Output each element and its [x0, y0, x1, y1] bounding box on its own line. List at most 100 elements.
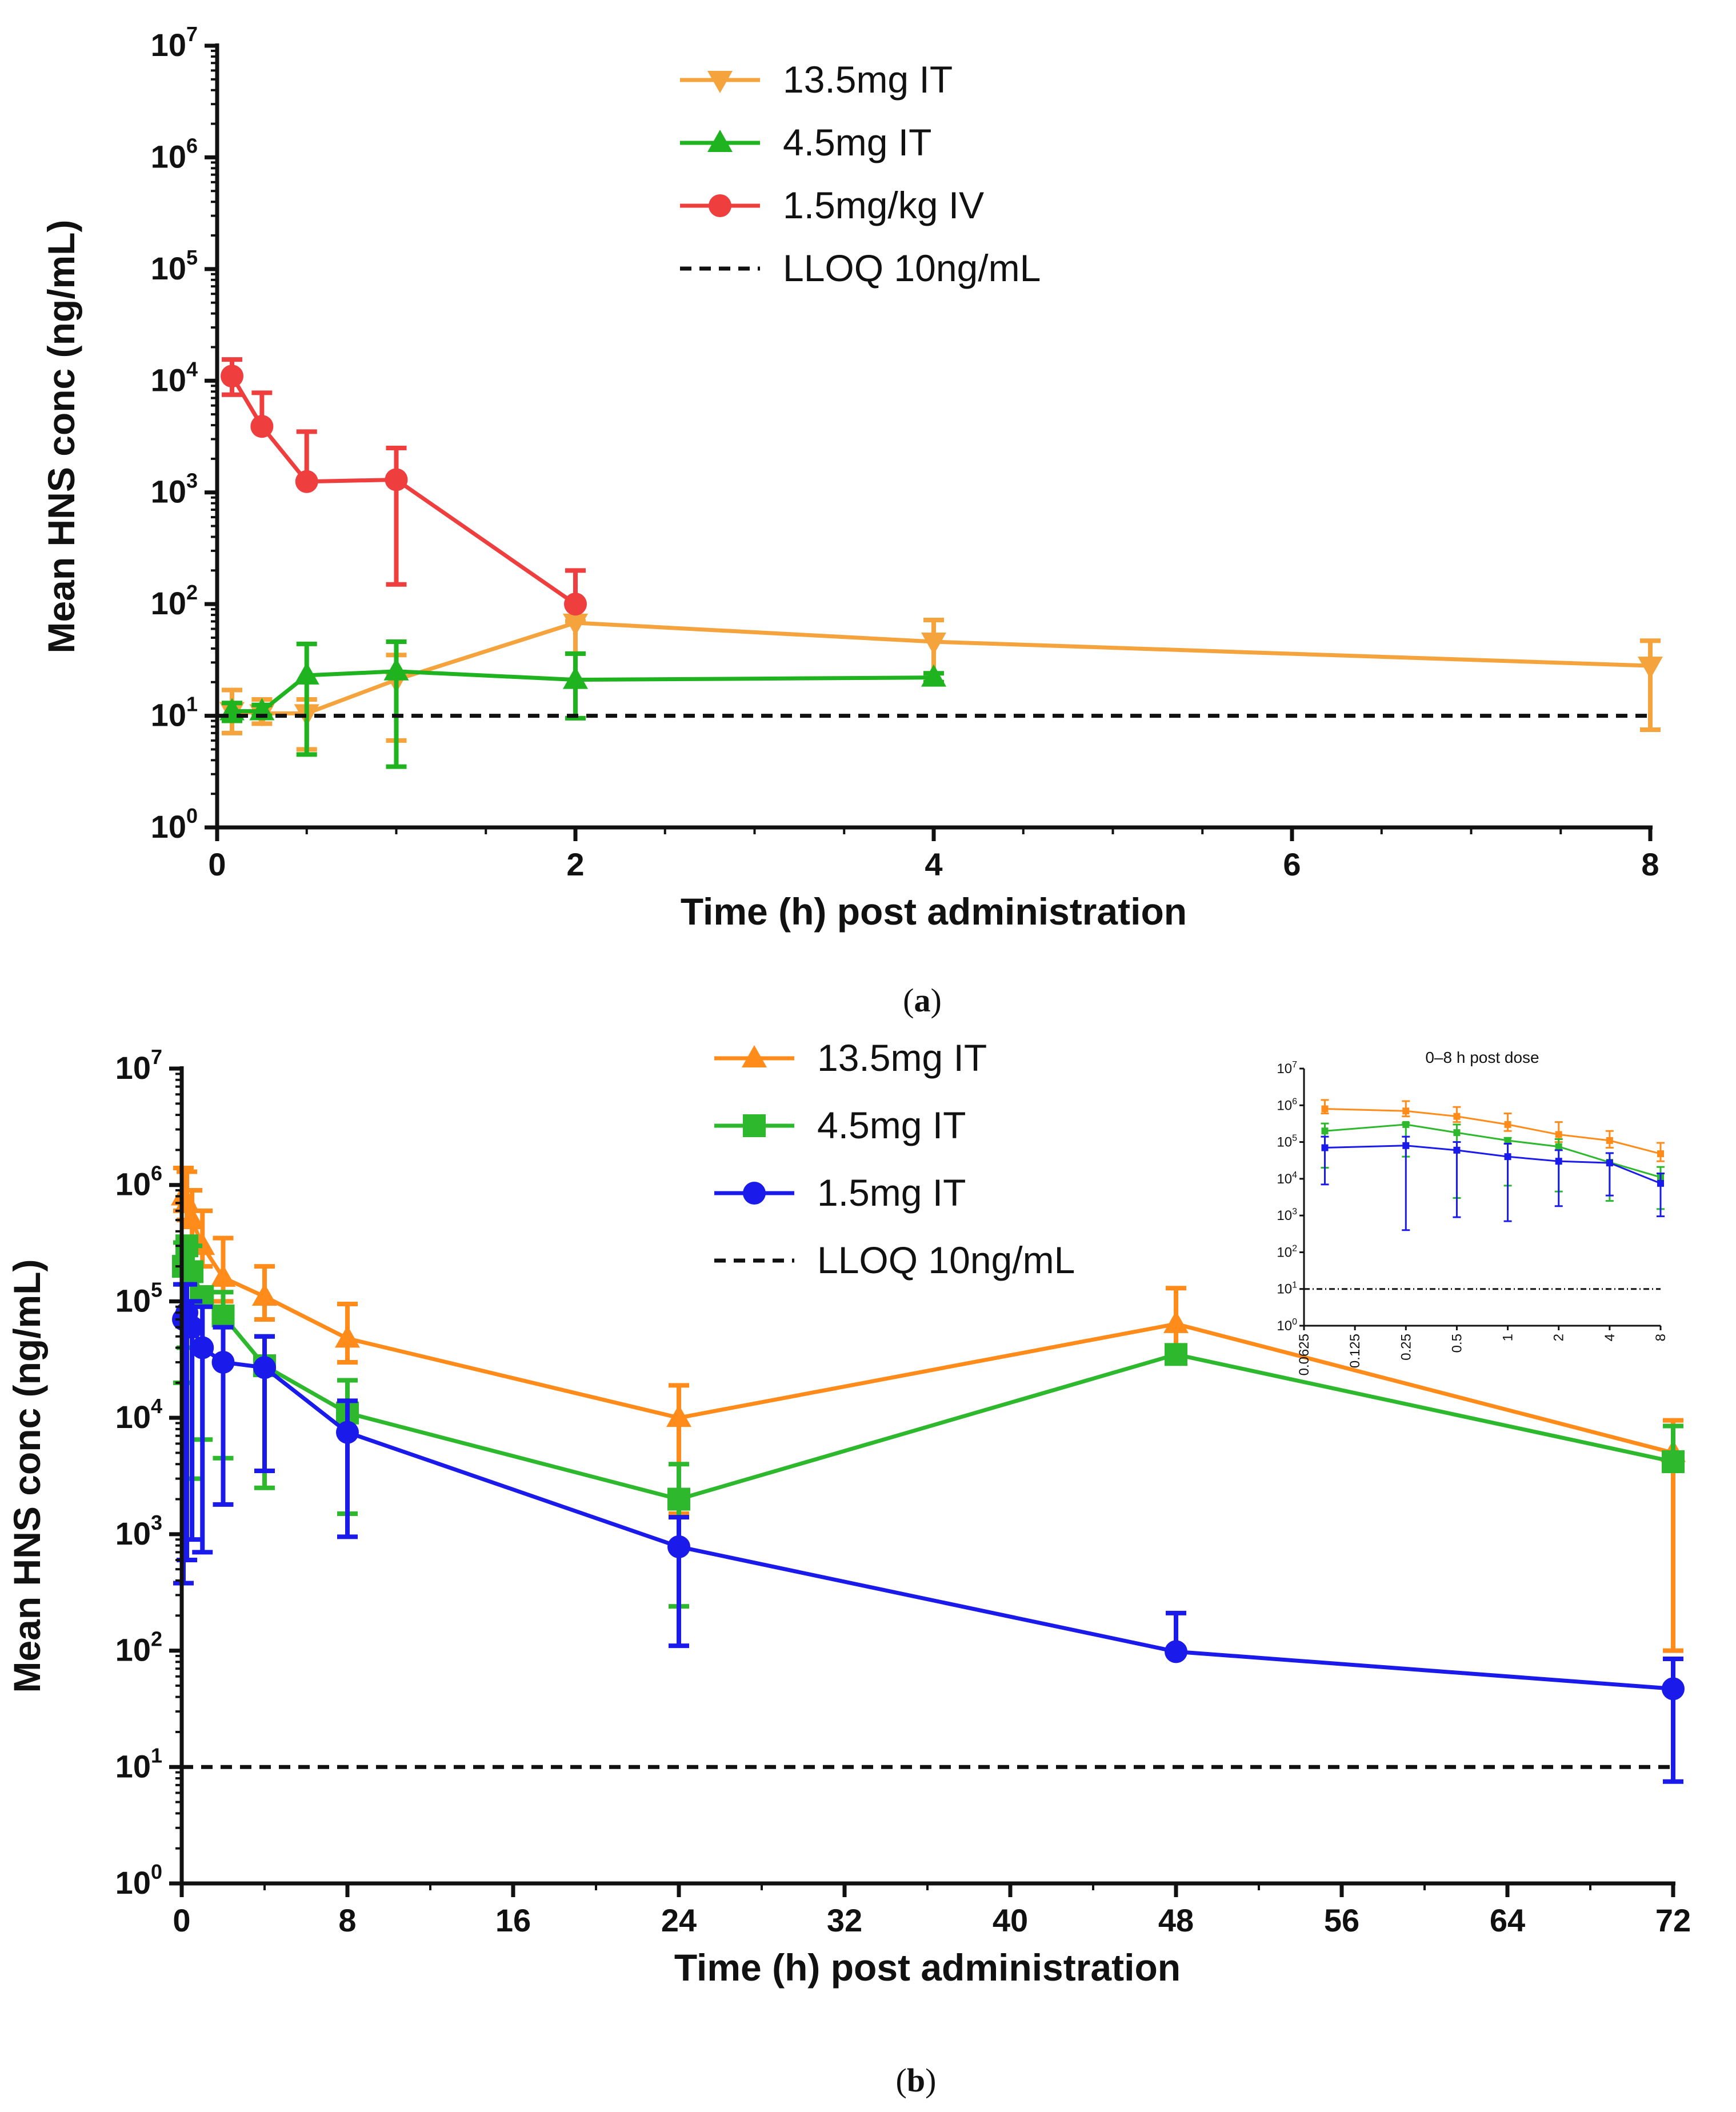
y-tick-label: 101	[151, 693, 198, 733]
inset-data-point	[1606, 1159, 1613, 1167]
legend-marker	[707, 130, 733, 152]
x-tick-label: 48	[1158, 1902, 1194, 1938]
inset-y-tick-label: 105	[1277, 1134, 1297, 1150]
inset-x-tick-label: 0.25	[1398, 1334, 1414, 1361]
data-point	[252, 1283, 277, 1306]
inset-data-point	[1657, 1179, 1664, 1187]
data-point	[1662, 1450, 1685, 1473]
inset-data-point	[1402, 1142, 1410, 1149]
data-point	[211, 1304, 235, 1327]
x-tick-label: 32	[827, 1902, 862, 1938]
legend-label: 1.5mg IT	[817, 1171, 966, 1214]
inset-x-tick-label: 0.125	[1347, 1334, 1363, 1368]
data-point	[666, 1405, 691, 1427]
data-point	[1165, 1343, 1187, 1366]
x-tick-label: 24	[661, 1902, 697, 1938]
inset-x-tick-label: 8	[1653, 1334, 1669, 1341]
data-point	[191, 1336, 214, 1359]
data-point	[181, 1260, 204, 1283]
inset-title: 0–8 h post dose	[1425, 1049, 1539, 1066]
series-line	[230, 375, 577, 606]
legend-marker	[709, 194, 731, 217]
inset-chart: 0–8 h post dose 100 101 102 103 104 105 106 107 0…	[1277, 1049, 1669, 1375]
legend-marker	[743, 1182, 766, 1205]
legend-label: 4.5mg IT	[817, 1104, 966, 1146]
data-point	[210, 1264, 236, 1287]
data-point	[667, 1535, 690, 1558]
data-point	[221, 365, 244, 388]
y-tick-label: 100	[115, 1860, 162, 1901]
inset-y-tick-label: 107	[1277, 1060, 1297, 1077]
y-tick-label: 106	[151, 134, 198, 174]
data-point	[1662, 1677, 1685, 1701]
inset-y-tick-label: 103	[1277, 1207, 1297, 1223]
y-tick-label: 105	[115, 1278, 162, 1318]
x-tick-label: 8	[338, 1902, 356, 1938]
x-tick-label: 16	[495, 1902, 531, 1938]
data-point	[1165, 1640, 1187, 1663]
legend: 13.5mg IT 4.5mg IT 1.5mg/kg IV LLOQ 10ng/mL	[680, 58, 1041, 289]
legend-label: 13.5mg IT	[783, 58, 953, 101]
inset-y-tick-label: 104	[1277, 1170, 1297, 1187]
inset-data-point	[1504, 1121, 1511, 1128]
legend-label: LLOQ 10ng/mL	[783, 247, 1041, 289]
legend-label: LLOQ 10ng/mL	[817, 1239, 1075, 1281]
y-tick-label: 101	[115, 1743, 162, 1784]
data-point	[383, 658, 409, 681]
data-point	[336, 1421, 359, 1444]
inset-data-point	[1402, 1121, 1410, 1128]
x-axis-title: Time (h) post administration	[681, 890, 1187, 933]
series-line	[232, 669, 934, 713]
inset-x-tick-label: 1	[1501, 1334, 1516, 1341]
inset-data-point	[1453, 1113, 1461, 1120]
data-point	[564, 593, 587, 616]
inset-data-point	[1555, 1131, 1562, 1138]
series-1-5mg-kg-iv	[221, 357, 587, 616]
series-4-5mg-it	[219, 639, 946, 769]
x-tick-label: 2	[566, 846, 584, 882]
data-point	[179, 1207, 205, 1230]
data-point	[667, 1487, 690, 1511]
data-point	[385, 468, 408, 491]
data-point	[249, 698, 275, 721]
inset-data-point	[1321, 1127, 1329, 1135]
legend-label: 13.5mg IT	[817, 1037, 987, 1079]
series-1-5mg-it	[172, 1282, 1685, 1784]
data-point	[294, 662, 319, 685]
data-point	[921, 633, 946, 655]
data-point	[295, 470, 318, 493]
y-tick-label: 105	[151, 246, 198, 286]
chart-panel-a: 100 101 102 103 104 105 106 107 0 2 4 6 8 Time (h) po…	[40, 22, 1663, 1019]
inset-data-point	[1321, 1105, 1329, 1113]
x-tick-label: 6	[1283, 846, 1301, 882]
data-point	[1163, 1310, 1189, 1333]
panel-caption: (b)	[896, 2062, 937, 2099]
data-point	[921, 664, 946, 687]
inset-data-point	[1453, 1146, 1461, 1154]
y-tick-label: 102	[151, 581, 198, 621]
inset-data-point	[1504, 1137, 1511, 1144]
x-tick-label: 0	[208, 846, 226, 882]
legend-marker	[742, 1045, 767, 1067]
legend-label: 4.5mg IT	[783, 121, 931, 163]
y-tick-label: 106	[115, 1162, 162, 1202]
inset-data-point	[1555, 1158, 1562, 1165]
x-tick-label: 40	[993, 1902, 1028, 1938]
x-tick-label: 72	[1655, 1902, 1691, 1938]
legend: 13.5mg IT 4.5mg IT 1.5mg IT LLOQ 10ng/mL	[714, 1037, 1075, 1281]
inset-x-tick-label: 0.5	[1449, 1334, 1465, 1353]
data-point	[181, 1315, 204, 1339]
inset-x-tick-label: 2	[1551, 1334, 1567, 1341]
inset-data-point	[1606, 1137, 1613, 1144]
y-tick-label: 104	[115, 1394, 162, 1435]
inset-data-point	[1504, 1153, 1511, 1161]
data-point	[211, 1350, 235, 1374]
y-tick-label: 107	[151, 22, 198, 63]
inset-series	[1321, 1099, 1665, 1162]
inset-series	[1321, 1135, 1665, 1231]
y-tick-label: 107	[115, 1045, 162, 1086]
inset-data-point	[1453, 1129, 1461, 1137]
y-axis-title: Mean HNS conc (ng/mL)	[40, 219, 82, 653]
